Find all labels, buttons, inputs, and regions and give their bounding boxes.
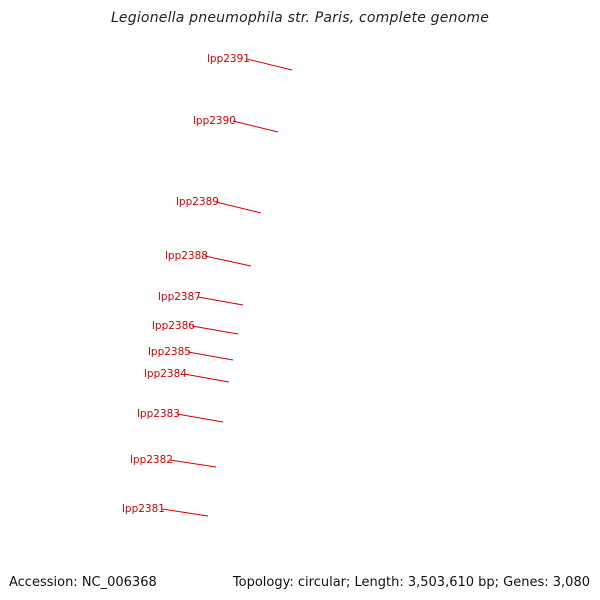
- gene-label: lpp2385: [148, 346, 191, 358]
- gene-label-leader: [204, 255, 252, 267]
- gene-label-leader: [246, 58, 293, 71]
- gene-label: lpp2391: [207, 53, 250, 65]
- gene-label: lpp2382: [130, 454, 173, 466]
- gene-label: lpp2390: [193, 115, 236, 127]
- gene-label-leader: [191, 325, 239, 335]
- gene-label: lpp2383: [137, 408, 180, 420]
- gene-label-leader: [183, 373, 230, 383]
- gene-label: lpp2389: [176, 196, 219, 208]
- gene-label-leader: [232, 120, 279, 133]
- gene-label: lpp2384: [144, 368, 187, 380]
- gene-label-leader: [187, 351, 234, 361]
- gene-label-leader: [197, 296, 244, 306]
- gene-label-leader: [176, 413, 224, 423]
- gene-label-leader: [169, 459, 217, 468]
- accession-text: Accession: NC_006368: [9, 575, 157, 590]
- gene-label: lpp2388: [165, 250, 208, 262]
- gene-label: lpp2381: [122, 503, 165, 515]
- gene-labels: lpp2391 lpp2390 lpp2389 lpp2388 lpp2387 lpp23…: [122, 53, 293, 517]
- map-title: Legionella pneumophila str. Paris, compl…: [110, 10, 490, 26]
- gene-label-leader: [161, 508, 209, 517]
- genome-summary-text: Topology: circular; Length: 3,503,610 bp…: [232, 575, 590, 590]
- gene-label: lpp2387: [158, 291, 201, 303]
- gene-label-leader: [215, 201, 262, 214]
- gene-label: lpp2386: [152, 320, 195, 332]
